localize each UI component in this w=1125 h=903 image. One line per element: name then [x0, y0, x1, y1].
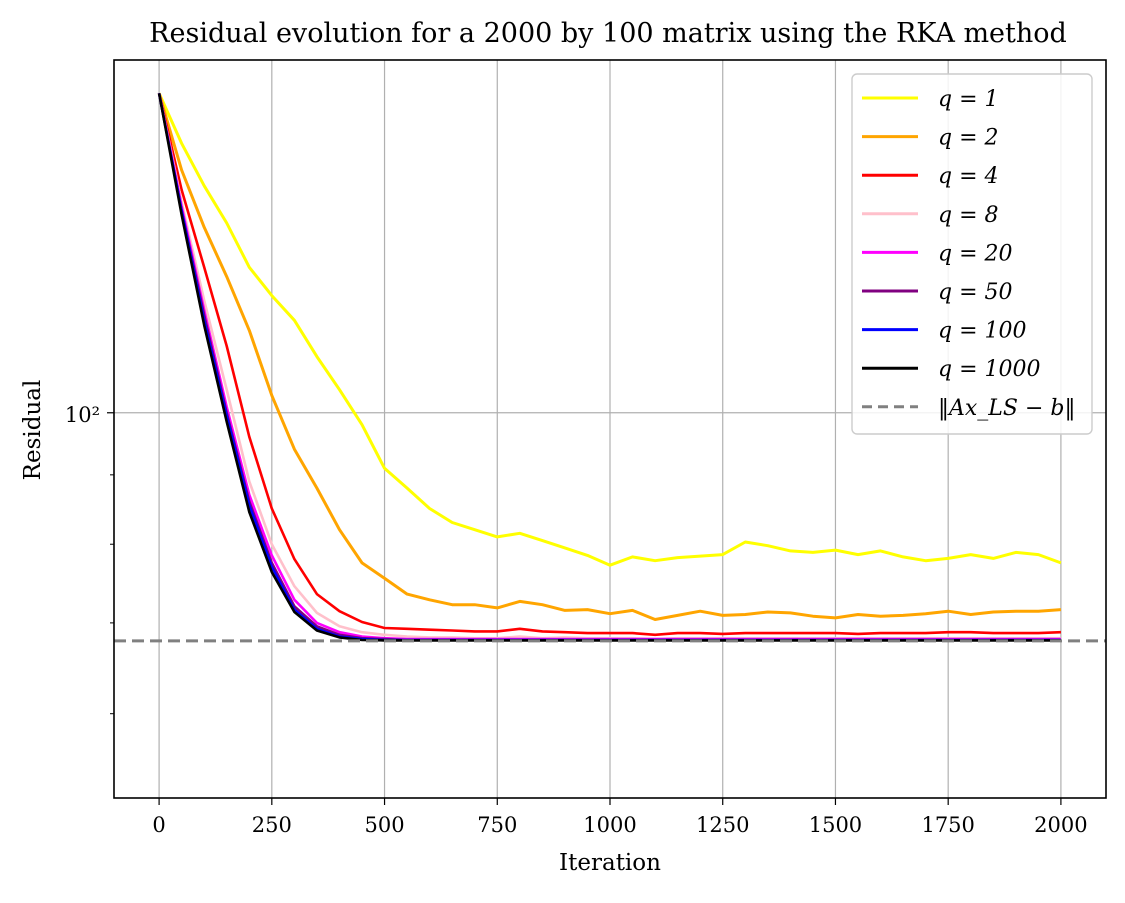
x-axis-label: Iteration — [559, 850, 661, 876]
legend: q = 1 q = 2 q = 4 q = 8 q = 20 q = 50 q = 100 q… — [851, 73, 1093, 435]
series-lines — [114, 92, 1106, 643]
legend-label: q = 8 — [938, 203, 999, 228]
x-tick-label: 1500 — [809, 813, 862, 837]
y-tick-label: 10² — [65, 403, 100, 427]
x-tick-label: 0 — [152, 813, 165, 837]
x-tick-label: 1250 — [696, 813, 749, 837]
ticks: 0 250 500 750 1000 1250 1500 1750 2000 10² — [65, 403, 1088, 837]
legend-label: q = 20 — [938, 241, 1013, 266]
legend-label: q = 1 — [938, 87, 999, 112]
legend-label: q = 4 — [938, 164, 999, 189]
series-q-4-line — [157, 93, 1061, 637]
x-tick-label: 1000 — [583, 813, 636, 837]
x-tick-label: 500 — [364, 813, 404, 837]
legend-label: ‖Ax_LS − b‖ — [938, 396, 1075, 421]
legend-label: q = 2 — [938, 126, 999, 151]
x-tick-label: 1750 — [921, 813, 974, 837]
series-q-2-line — [157, 92, 1062, 621]
x-tick-label: 250 — [252, 813, 292, 837]
x-tick-label: 750 — [477, 813, 517, 837]
x-tick-label: 2000 — [1034, 813, 1087, 837]
y-axis-label: Residual — [20, 380, 46, 481]
chart-title: Residual evolution for a 2000 by 100 mat… — [149, 18, 1067, 49]
legend-box — [851, 73, 1093, 435]
series-q-1-line — [157, 92, 1062, 567]
legend-label: q = 50 — [938, 280, 1013, 305]
legend-label: q = 100 — [938, 319, 1027, 344]
legend-label: q = 1000 — [938, 357, 1041, 382]
